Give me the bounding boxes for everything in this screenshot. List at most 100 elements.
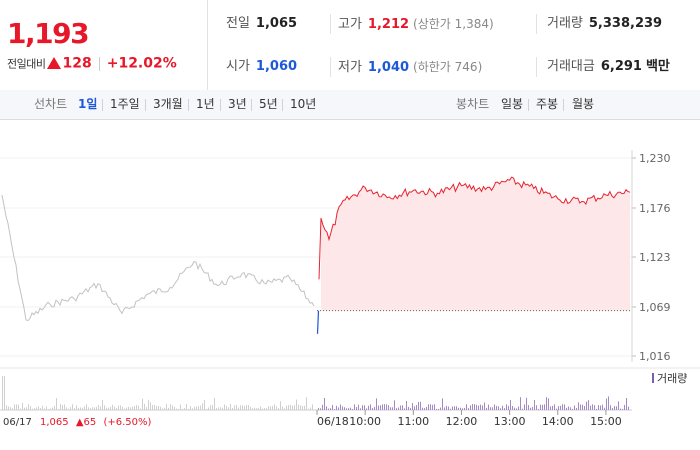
volume-bar: [192, 408, 193, 410]
volume-bar: [554, 404, 555, 410]
volume-bar: [142, 398, 143, 410]
volume-bar: [422, 407, 423, 410]
period-5y[interactable]: 5년: [259, 97, 278, 111]
stat-high: 고가 1,212 (상한가 1,384): [338, 15, 494, 34]
volume-bar: [88, 407, 89, 410]
volume-bar: [578, 402, 579, 410]
stat-divider: [536, 14, 537, 34]
volume-bar: [508, 405, 509, 410]
toolbar-divider: [282, 99, 283, 111]
volume-bar: [594, 405, 595, 410]
candle-weekly[interactable]: 주봉: [536, 97, 559, 111]
volume-bar: [48, 408, 49, 410]
volume-bar: [562, 404, 563, 410]
volume-bar: [74, 408, 75, 410]
toolbar-divider: [220, 99, 221, 111]
volume-bar: [262, 408, 263, 410]
volume-bar: [628, 406, 629, 410]
volume-bar: [622, 408, 623, 410]
x-tick-label: 13:00: [494, 415, 526, 428]
stat-label: 거래량: [547, 16, 583, 31]
volume-bar: [250, 406, 251, 410]
volume-bar: [398, 407, 399, 410]
volume-bar: [8, 406, 9, 410]
volume-bar: [414, 406, 415, 410]
volume-bar: [168, 407, 169, 410]
volume-bar: [592, 404, 593, 410]
volume-bar: [472, 404, 473, 410]
previous-day-line: [1, 194, 315, 322]
volume-bar: [518, 406, 519, 410]
volume-bar: [282, 406, 283, 410]
volume-bar: [278, 408, 279, 410]
volume-bar: [164, 407, 165, 410]
volume-bar: [144, 403, 145, 410]
volume-bar: [194, 406, 195, 410]
line-chart-label: 선차트: [34, 97, 68, 111]
volume-bar: [534, 399, 535, 410]
volume-bar: [582, 404, 583, 410]
volume-bar: [410, 408, 411, 410]
toolbar-divider: [145, 99, 146, 111]
period-10y[interactable]: 10년: [290, 97, 317, 111]
period-3m[interactable]: 3개월: [153, 97, 183, 111]
period-1y[interactable]: 1년: [196, 97, 215, 111]
volume-bar: [40, 407, 41, 410]
volume-bar: [378, 405, 379, 410]
volume-bar: [4, 376, 5, 410]
volume-bar: [230, 404, 231, 410]
volume-bar: [94, 407, 95, 410]
volume-bar: [348, 408, 349, 410]
volume-bar: [228, 407, 229, 410]
period-1w[interactable]: 1주일: [110, 97, 140, 111]
volume-bar: [360, 408, 361, 410]
volume-bar: [572, 408, 573, 410]
toolbar-divider: [528, 99, 529, 111]
volume-bar: [520, 397, 521, 410]
volume-bar: [616, 406, 617, 410]
volume-bar: [216, 408, 217, 410]
annotation-up-icon: ▲: [76, 417, 84, 428]
volume-bar: [338, 407, 339, 410]
volume-bar: [426, 406, 427, 410]
volume-bar: [272, 405, 273, 410]
volume-bar: [134, 406, 135, 410]
volume-bar: [408, 406, 409, 410]
volume-bar: [380, 405, 381, 410]
volume-bar: [260, 406, 261, 410]
volume-bar: [436, 408, 437, 410]
volume-bar: [34, 408, 35, 410]
candle-monthly[interactable]: 월봉: [572, 97, 595, 111]
volume-bar: [584, 406, 585, 410]
volume-bar: [474, 404, 475, 410]
volume-bar: [58, 408, 59, 410]
stat-value: 1,040: [367, 60, 410, 75]
volume-bar: [392, 407, 393, 410]
volume-bar: [130, 407, 131, 410]
volume-bar: [448, 406, 449, 410]
volume-bar: [606, 398, 607, 410]
period-1d[interactable]: 1일: [78, 97, 98, 111]
volume-bar: [528, 405, 529, 410]
stat-value: 1,212: [367, 17, 410, 32]
period-3y[interactable]: 3년: [228, 97, 247, 111]
volume-bar: [78, 407, 79, 410]
stat-extra: (상한가 1,384): [413, 17, 494, 31]
volume-bar: [432, 404, 433, 410]
volume-bar: [620, 408, 621, 410]
volume-bar: [148, 399, 149, 410]
volume-bar: [46, 406, 47, 410]
volume-bar: [440, 407, 441, 410]
quote-panel: 1,193 전일대비 128 +12.02% 전일 1,065 고가 1,212 (상한가…: [0, 0, 700, 91]
volume-bar: [544, 404, 545, 410]
volume-bar: [478, 405, 479, 410]
candle-daily[interactable]: 일봉: [501, 97, 524, 111]
volume-bar: [374, 406, 375, 410]
volume-bar: [36, 407, 37, 410]
volume-bar: [416, 405, 417, 410]
volume-bar: [60, 404, 61, 410]
volume-bar: [150, 402, 151, 410]
volume-bar: [172, 405, 173, 410]
candle-chart-label: 봉차트: [456, 97, 490, 111]
volume-bar: [570, 407, 571, 410]
